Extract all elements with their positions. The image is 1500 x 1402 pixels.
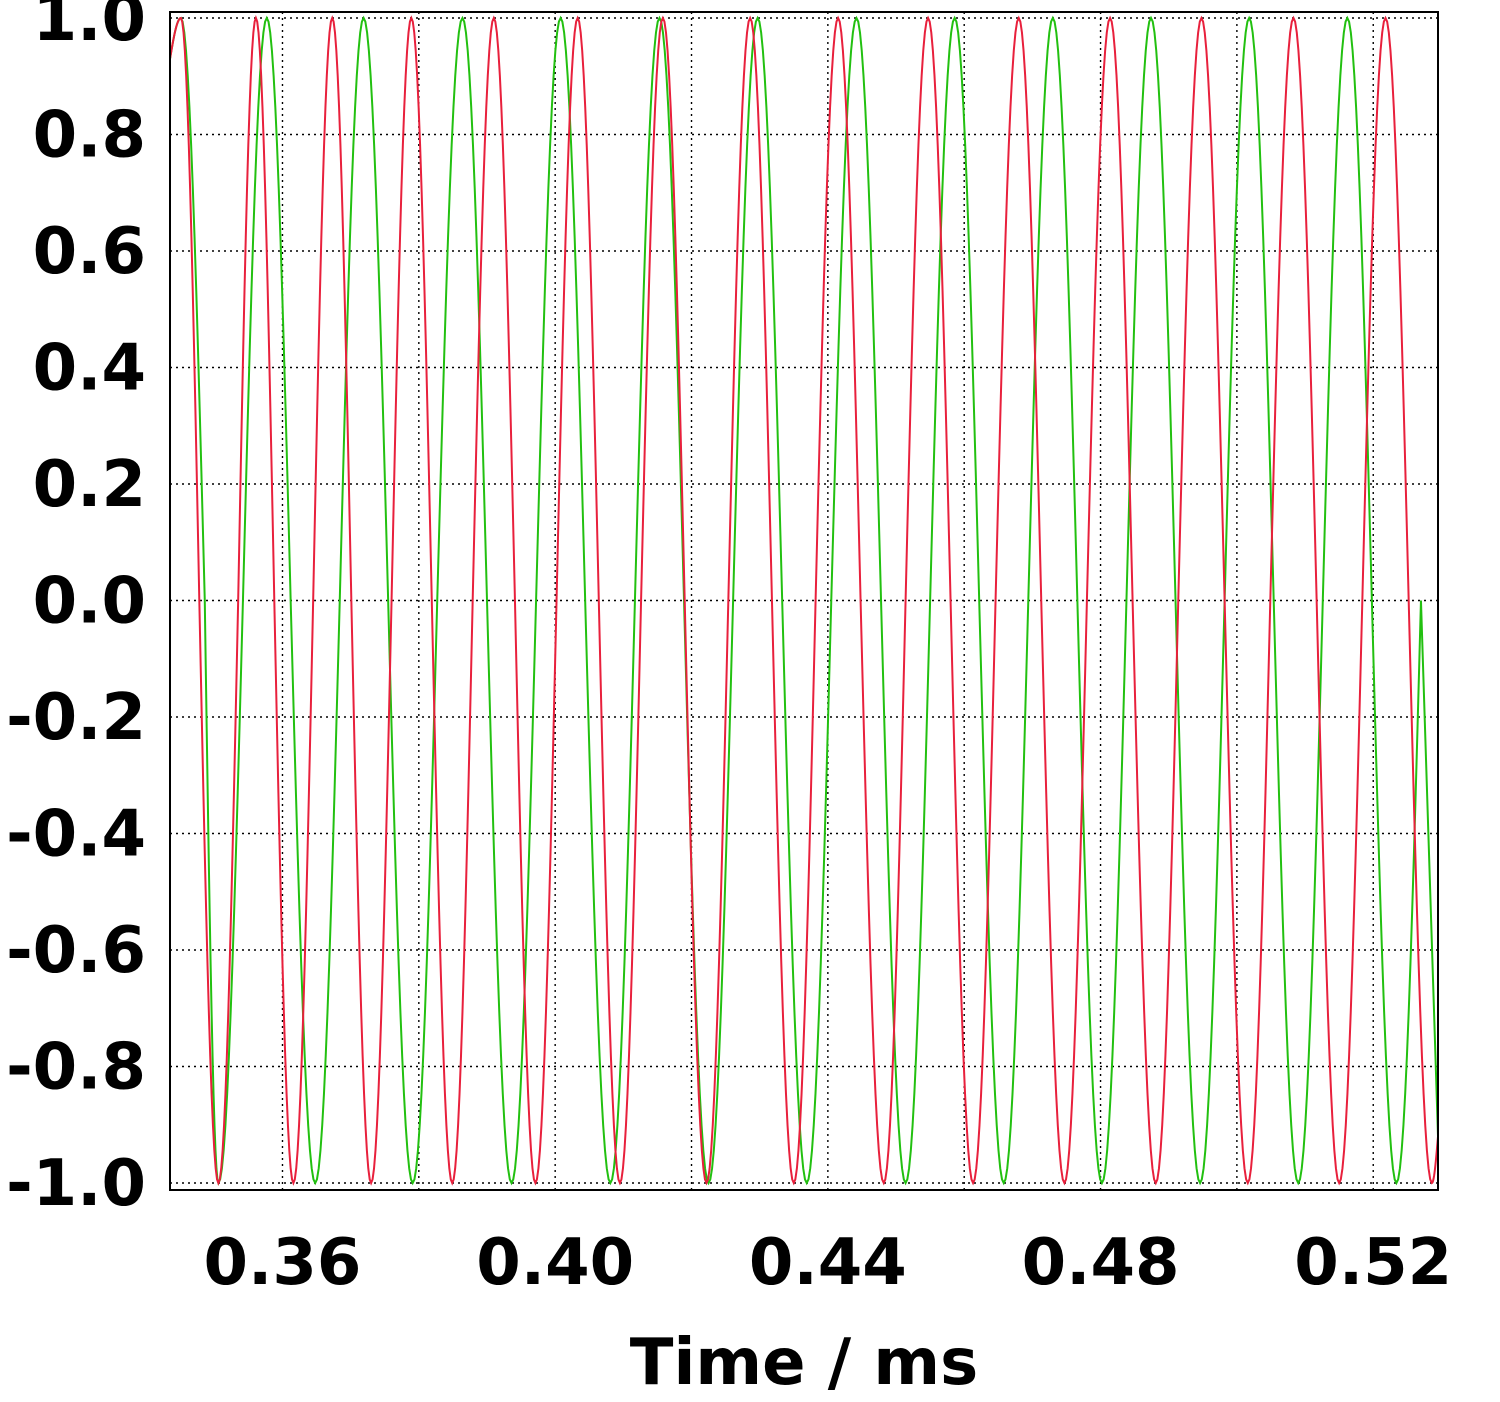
y-tick-label: 0.6 bbox=[33, 215, 146, 289]
x-tick-label: 0.36 bbox=[204, 1226, 362, 1300]
x-axis-ticks: 0.36 0.40 0.44 0.48 0.52 bbox=[204, 1226, 1453, 1300]
plot-frame bbox=[169, 11, 1439, 1191]
y-tick-label: -0.6 bbox=[6, 914, 146, 988]
y-tick-label: 0.0 bbox=[33, 565, 146, 639]
series-line-0 bbox=[169, 15, 1439, 1186]
y-tick-label: -1.0 bbox=[6, 1147, 146, 1221]
series-group bbox=[169, 14, 1439, 1186]
x-tick-label: 0.44 bbox=[749, 1226, 907, 1300]
x-tick-label: 0.52 bbox=[1294, 1226, 1452, 1300]
y-tick-label: -0.8 bbox=[6, 1031, 146, 1105]
series-line-1 bbox=[169, 14, 1439, 1186]
y-tick-label: -0.2 bbox=[6, 681, 146, 755]
x-axis-title: Time / ms bbox=[630, 1326, 978, 1400]
y-tick-label: 1.0 bbox=[33, 0, 146, 56]
y-axis-ticks: 1.0 0.8 0.6 0.4 0.2 0.0 -0.2 -0.4 -0.6 -0.8 -1.0 bbox=[6, 0, 146, 1221]
y-tick-label: -0.4 bbox=[6, 798, 146, 872]
y-tick-label: 0.4 bbox=[33, 332, 146, 406]
y-tick-label: 0.2 bbox=[33, 448, 146, 522]
x-tick-label: 0.48 bbox=[1022, 1226, 1180, 1300]
x-tick-label: 0.40 bbox=[476, 1226, 634, 1300]
y-tick-label: 0.8 bbox=[33, 99, 146, 173]
